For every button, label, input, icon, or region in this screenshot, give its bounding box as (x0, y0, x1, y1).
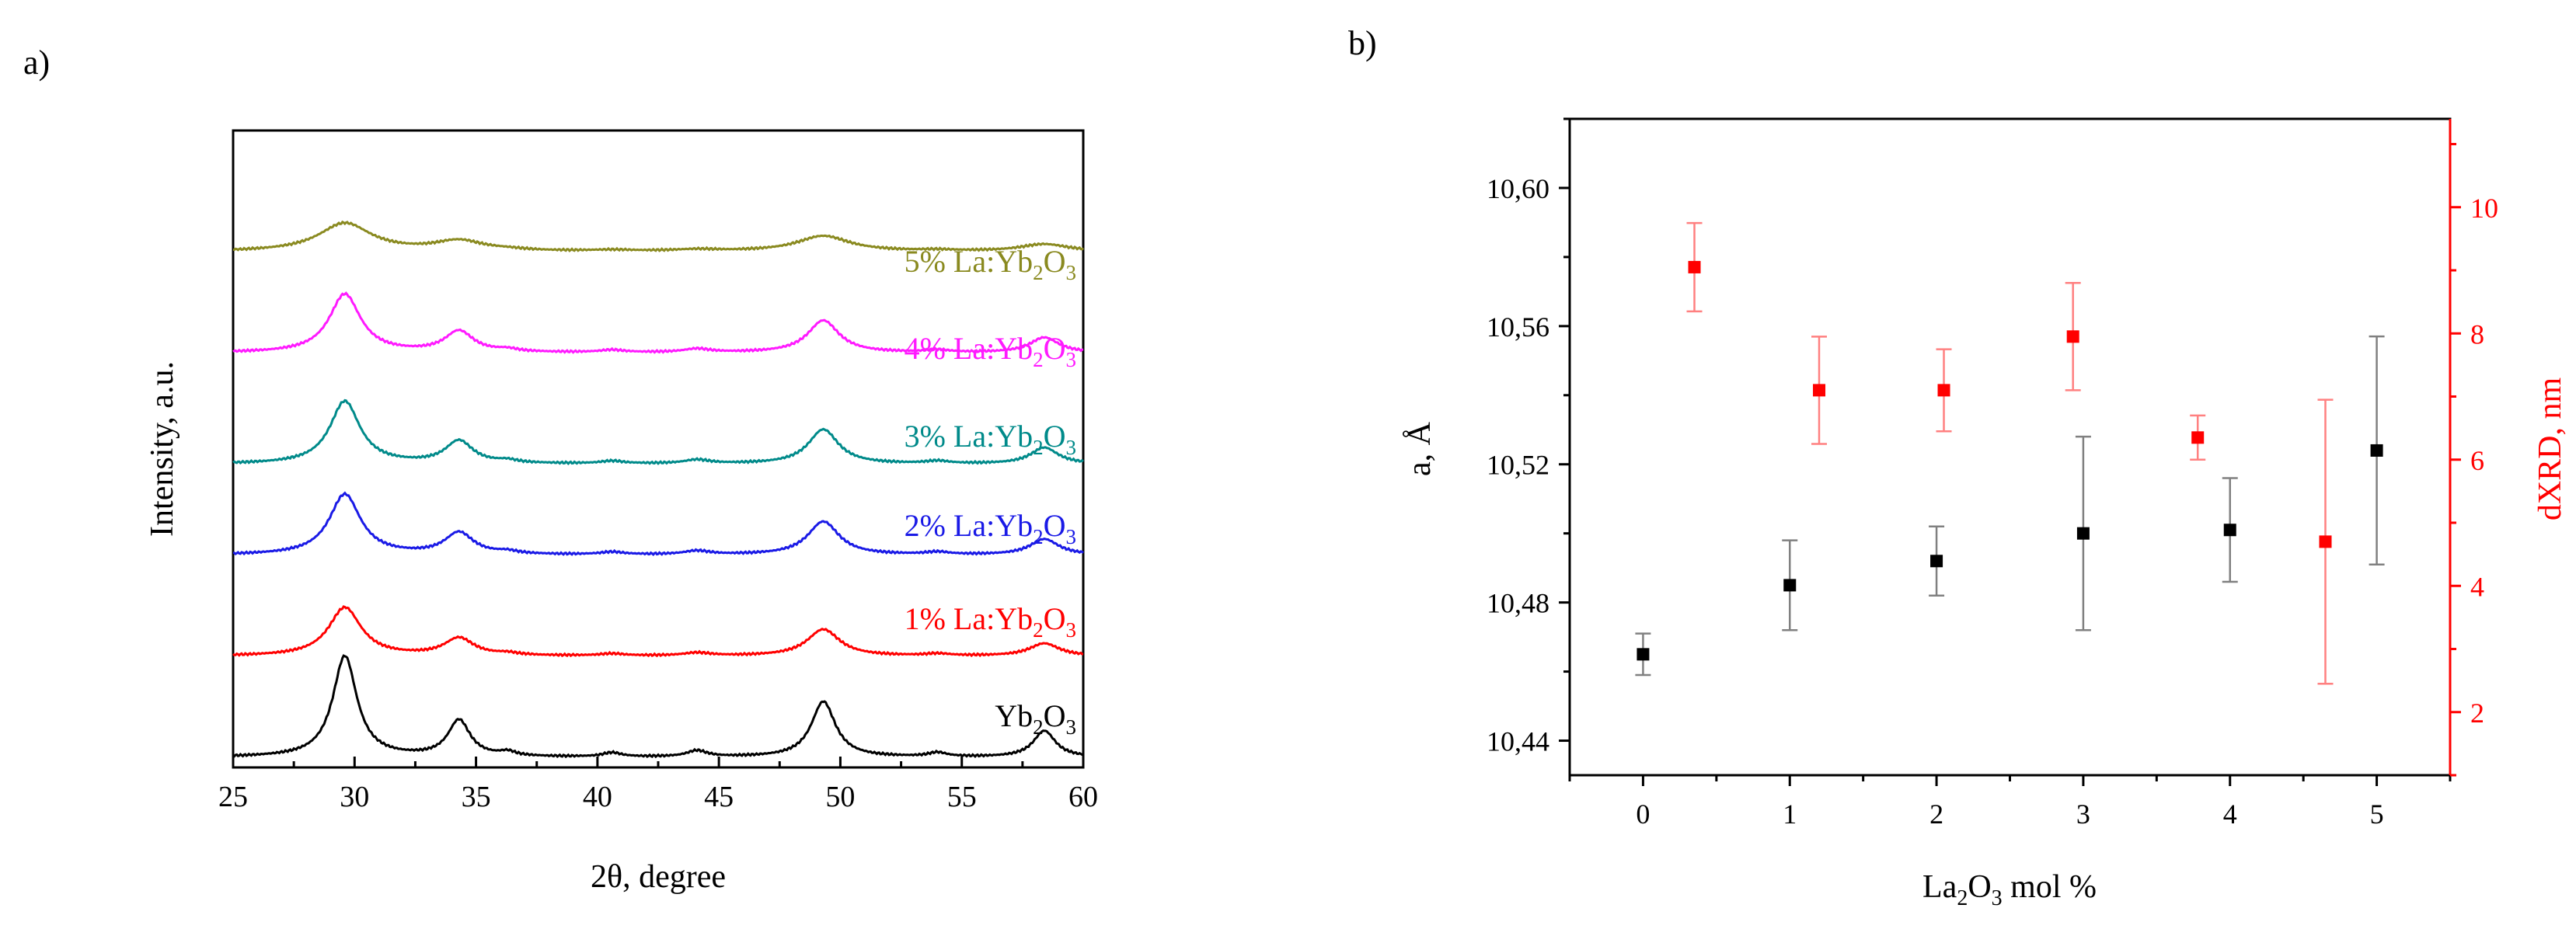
lattice-x-tick-label: 4 (2223, 799, 2237, 830)
lattice-x-ticks: 0 1 2 3 4 5 (1568, 775, 2452, 830)
dxrd-y-tick-label: 8 (2470, 318, 2484, 350)
a-point (1930, 555, 1943, 568)
dXRD-point (1813, 384, 1826, 397)
xrd-series-label: Yb2O3 (995, 698, 1076, 739)
lattice-plot-frame (1568, 117, 2452, 777)
xrd-x-tick-label: 30 (340, 781, 369, 813)
xrd-series-line (232, 398, 1084, 466)
lattice-x-tick-label: 2 (1929, 799, 1943, 830)
xrd-x-tick-label: 40 (583, 781, 612, 813)
dXRD-point (1937, 384, 1950, 397)
xrd-x-tick-label: 45 (704, 781, 734, 813)
xrd-series-line (232, 605, 1084, 658)
lattice-x-tick-label: 5 (2370, 799, 2384, 830)
lattice-y-axis-label: a, Å (1402, 421, 1438, 476)
dxrd-y-ticks: 2 4 6 8 10 (2450, 143, 2498, 777)
xrd-series-line (232, 654, 1084, 759)
a-point (2076, 527, 2090, 540)
a-point (1783, 579, 1797, 592)
dxrd-y-tick-label: 4 (2470, 571, 2484, 602)
lattice-data-points (1635, 221, 2385, 685)
xrd-x-tick-label: 35 (462, 781, 491, 813)
xrd-x-tick-label: 25 (218, 781, 248, 813)
lattice-x-tick-label: 0 (1636, 799, 1650, 830)
xrd-series-line (232, 491, 1084, 556)
xrd-chart: 25 30 35 40 45 50 55 60 Yb2O3 1% La:Yb2O3 2% La:Y… (145, 129, 1098, 895)
xrd-series-label: 1% La:Yb2O3 (905, 601, 1076, 642)
panel-b-label: b) (1348, 24, 1377, 62)
dxrd-y-tick-label: 6 (2470, 445, 2484, 476)
dXRD-point (2319, 535, 2332, 548)
xrd-series-label: 5% La:Yb2O3 (905, 244, 1076, 284)
lattice-y-tick-label: 10,48 (1487, 588, 1549, 619)
lattice-y-tick-label: 10,60 (1487, 173, 1549, 204)
xrd-x-tick-label: 60 (1068, 781, 1098, 813)
dxrd-y-axis-label: dXRD, nm (2532, 378, 2568, 521)
lattice-y-tick-label: 10,52 (1487, 450, 1549, 481)
xrd-x-tick-label: 50 (825, 781, 855, 813)
xrd-x-axis-label: 2θ, degree (591, 859, 726, 895)
lattice-x-tick-label: 1 (1783, 799, 1797, 830)
dXRD-point (2191, 431, 2205, 444)
dXRD-point (2066, 330, 2079, 343)
xrd-y-axis-label: Intensity, a.u. (145, 361, 180, 537)
xrd-series-label: 2% La:Yb2O3 (905, 508, 1076, 548)
lattice-x-tick-label: 3 (2076, 799, 2090, 830)
panel-a-label: a) (23, 43, 50, 82)
xrd-series-line (232, 220, 1085, 252)
dXRD-point (1688, 260, 1701, 273)
lattice-y-tick-label: 10,56 (1487, 311, 1549, 343)
lattice-x-axis-label: La2O3 mol % (1922, 869, 2097, 910)
dxrd-y-tick-label: 2 (2470, 698, 2484, 729)
xrd-series-label: 3% La:Yb2O3 (905, 419, 1076, 459)
dxrd-y-tick-label: 10 (2470, 193, 2498, 224)
xrd-series-group (232, 220, 1085, 759)
a-point (2223, 524, 2236, 537)
lattice-y-tick-label: 10,44 (1487, 726, 1549, 757)
a-point (2370, 444, 2383, 457)
xrd-series-label: 4% La:Yb2O3 (905, 331, 1076, 371)
lattice-y-ticks: 10,44 10,48 10,52 10,56 10,60 (1487, 117, 1570, 757)
xrd-series-labels: Yb2O3 1% La:Yb2O3 2% La:Yb2O3 3% La:Yb2O3 4%… (905, 244, 1076, 739)
a-point (1637, 648, 1650, 661)
xrd-x-ticks: 25 30 35 40 45 50 55 60 (218, 757, 1098, 813)
xrd-x-tick-label: 55 (947, 781, 977, 813)
xrd-series-line (232, 291, 1084, 354)
